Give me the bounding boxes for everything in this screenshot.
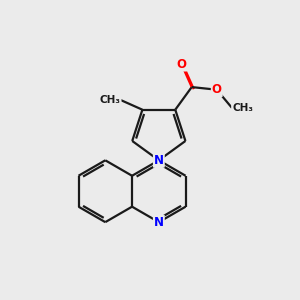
Text: O: O [212,83,222,96]
Text: O: O [176,58,187,70]
Text: N: N [154,154,164,167]
Text: CH₃: CH₃ [232,103,253,113]
Text: CH₃: CH₃ [100,95,121,105]
Text: N: N [154,216,164,229]
